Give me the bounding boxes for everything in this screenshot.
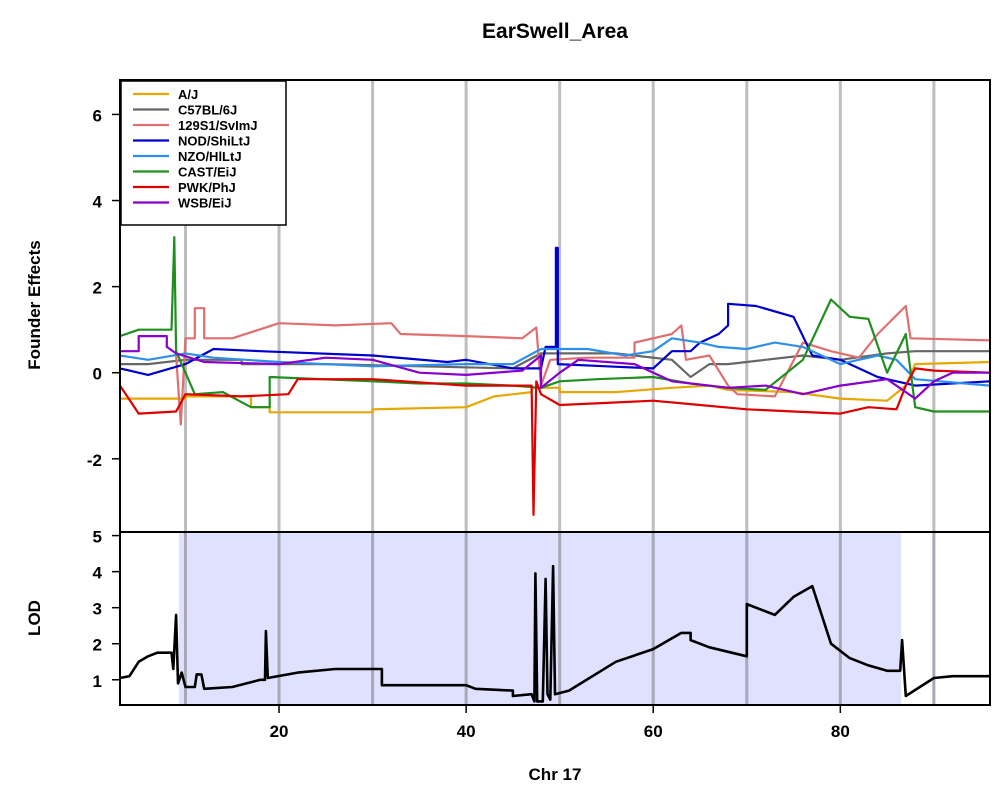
- top-grid-lines: [183, 80, 936, 532]
- y-tick-label-4: 4: [93, 193, 103, 212]
- series-line-cast-eij: [119, 236, 990, 413]
- x-tick-label-40: 40: [457, 722, 476, 741]
- x-tick-label-20: 20: [270, 722, 289, 741]
- series-line-wsb-eij: [120, 335, 990, 400]
- y-tick-label-5: 5: [93, 528, 102, 547]
- y-tick-label-6: 6: [93, 106, 102, 125]
- x-tick-label-60: 60: [644, 722, 663, 741]
- series-line-nod-shiltj: [119, 246, 991, 387]
- bottom-panel-frame: [119, 531, 991, 706]
- legend-label-129s1-svimj: 129S1/SvImJ: [178, 118, 258, 133]
- y-tick-label-0: 0: [93, 365, 102, 384]
- legend-label-a-j: A/J: [178, 87, 198, 102]
- founder-effect-series: [119, 236, 991, 516]
- y-tick-label-2: 2: [93, 636, 102, 655]
- y-tick-label-2: 2: [93, 279, 102, 298]
- y-tick-label-1: 1: [93, 672, 102, 691]
- top-y-axis-label: Founder Effects: [25, 240, 44, 369]
- legend-label-cast-eij: CAST/EiJ: [178, 165, 237, 180]
- bottom-y-axis-ticks: 1 2 3 4 5: [93, 528, 120, 691]
- legend-label-wsb-eij: WSB/EiJ: [178, 196, 231, 211]
- bottom-y-axis-label: LOD: [25, 600, 44, 636]
- lod-series: [119, 564, 990, 703]
- lod-interval-band: [178, 532, 902, 705]
- legend-label-c57bl-6j: C57BL/6J: [178, 103, 237, 118]
- y-tick-label-4: 4: [93, 564, 103, 583]
- legend: A/JC57BL/6J129S1/SvImJNOD/ShiLtJNZO/HlLt…: [120, 80, 287, 226]
- lod-line: [119, 564, 990, 703]
- lod-interval-highlight: [178, 532, 902, 705]
- y-tick-label-3: 3: [93, 600, 102, 619]
- legend-box: [120, 80, 287, 226]
- series-line-nzo-hlltj: [119, 337, 991, 387]
- legend-label-nod-shiltj: NOD/ShiLtJ: [178, 134, 250, 149]
- chart-title: EarSwell_Area: [482, 20, 628, 43]
- x-axis-label: Chr 17: [529, 765, 582, 784]
- series-line-pwk-phj: [119, 367, 991, 516]
- x-tick-label-80: 80: [831, 722, 850, 741]
- top-y-axis-ticks: -2 0 2 4 6: [87, 106, 120, 470]
- legend-label-pwk-phj: PWK/PhJ: [178, 180, 236, 195]
- bottom-grid-lines: [183, 532, 936, 705]
- series-line-129s1-svimj: [175, 304, 991, 426]
- x-axis-ticks: 20 40 60 80: [270, 705, 850, 741]
- y-tick-label--2: -2: [87, 451, 102, 470]
- panel-frames: [119, 79, 991, 706]
- legend-label-nzo-hlltj: NZO/HlLtJ: [178, 149, 242, 164]
